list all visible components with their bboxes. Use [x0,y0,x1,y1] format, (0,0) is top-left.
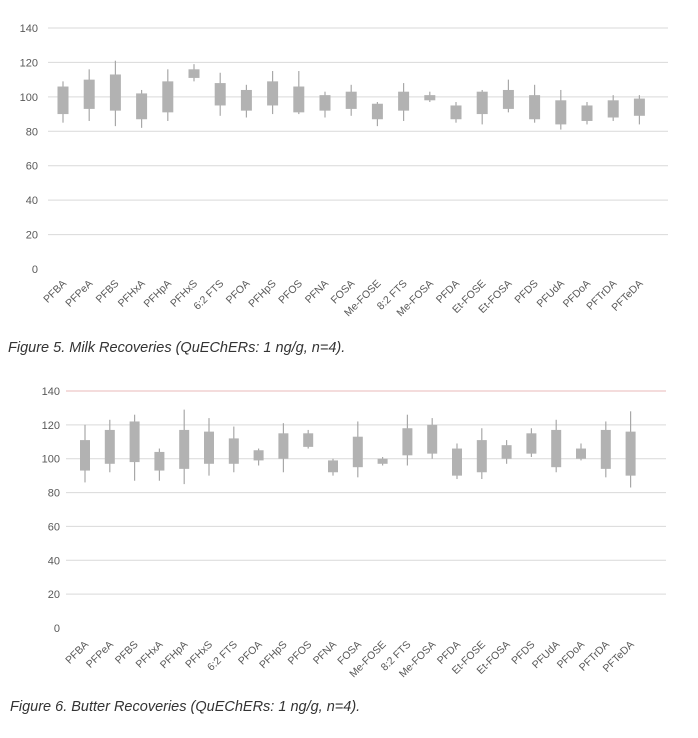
box [303,433,314,447]
y-tick-label: 60 [26,161,38,173]
box [633,98,645,116]
box [600,429,611,469]
box [427,424,438,454]
box [293,86,305,113]
y-tick-label: 120 [42,420,60,432]
y-tick-label: 60 [48,521,60,533]
box [179,429,190,469]
box [228,438,239,464]
y-tick-label: 80 [26,126,38,138]
x-tick-label: PFHpA [158,639,190,671]
y-tick-label: 20 [26,230,38,242]
x-tick-label: PFOS [286,639,315,668]
box [424,95,436,101]
box [352,436,363,468]
box [625,431,636,476]
x-tick-label: PFHpA [142,278,174,310]
y-tick-label: 120 [20,57,38,69]
box [502,89,514,109]
x-tick-label: PFUdA [535,278,567,310]
y-tick-label: 100 [20,92,38,104]
box [162,81,174,113]
y-tick-label: 20 [48,589,60,601]
box [529,95,541,120]
box [501,445,512,459]
y-tick-label: 100 [42,454,60,466]
box [551,429,562,468]
y-tick-label: 0 [32,264,38,276]
box [452,448,462,476]
box [555,100,567,125]
y-tick-label: 0 [54,623,60,635]
figure-6-caption: Figure 6. Butter Recoveries (QuEChERs: 1… [10,699,361,715]
x-tick-label: PFNA [303,278,331,306]
y-tick-label: 140 [42,386,60,398]
box [104,429,115,464]
box [253,450,264,461]
box [607,100,619,118]
box [371,103,383,120]
x-tick-label: PFOS [276,278,305,307]
box [581,105,593,121]
box [204,431,214,464]
box [83,79,95,109]
box [109,74,121,111]
box [328,460,338,473]
box [319,95,331,111]
box [278,433,289,459]
box [136,93,148,120]
milk-recoveries-chart: 020406080100120140PFBAPFPeAPFBSPFHxAPFHp… [20,23,668,319]
x-tick-label: PFHpS [246,278,278,310]
box [345,91,357,109]
box [80,440,90,471]
box [398,91,410,111]
box [526,433,537,454]
box [476,440,487,473]
box [214,83,226,106]
box [476,91,488,115]
box [402,428,413,456]
box [576,448,586,459]
y-tick-label: 40 [26,195,38,207]
x-tick-label: PFPeA [84,639,116,671]
figure-5-caption: Figure 5. Milk Recoveries (QuEChERs: 1 n… [8,340,346,356]
butter-recoveries-chart: 020406080100120140PFBAPFPeAPFBSPFHxAPFHp… [42,386,666,680]
y-tick-label: 40 [48,555,60,567]
box [377,458,388,464]
y-tick-label: 140 [20,23,38,35]
box [129,421,140,463]
x-tick-label: PFHpS [257,639,289,671]
box [57,86,69,115]
y-tick-label: 80 [48,488,60,500]
box [188,69,200,78]
box [154,451,165,471]
x-tick-label: PFHxA [116,278,148,310]
x-tick-label: PFNA [311,639,339,667]
x-tick-label: PFPeA [63,278,95,310]
box [450,105,462,120]
box [267,81,279,106]
box [240,89,252,111]
